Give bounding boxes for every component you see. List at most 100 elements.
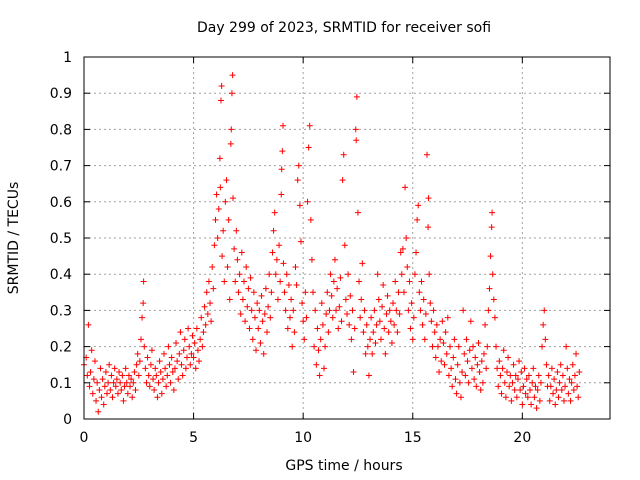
data-point — [273, 256, 280, 263]
y-tick-label: 0.6 — [50, 195, 72, 211]
data-point — [211, 242, 218, 249]
data-point — [218, 82, 225, 89]
data-point — [477, 387, 484, 394]
data-point — [282, 307, 289, 314]
data-point — [568, 379, 575, 386]
chart-title: Day 299 of 2023, SRMTID for receiver sof… — [197, 20, 491, 36]
data-point — [311, 343, 318, 350]
y-tick-label: 0.7 — [50, 159, 72, 175]
data-point — [134, 350, 141, 357]
data-point — [117, 379, 124, 386]
data-point — [463, 336, 470, 343]
data-point — [87, 368, 94, 375]
data-point — [205, 278, 212, 285]
data-point — [470, 343, 477, 350]
data-point — [444, 314, 451, 321]
data-point — [453, 390, 460, 397]
data-point — [502, 394, 509, 401]
data-point — [175, 376, 182, 383]
data-point — [96, 387, 103, 394]
data-point — [291, 329, 298, 336]
data-point — [102, 368, 109, 375]
data-point — [508, 397, 515, 404]
data-point — [125, 372, 132, 379]
data-point — [511, 387, 518, 394]
data-point — [113, 376, 120, 383]
data-point — [217, 97, 224, 104]
data-point — [118, 387, 125, 394]
data-point — [497, 372, 504, 379]
data-point — [93, 397, 100, 404]
data-point — [436, 368, 443, 375]
data-point — [245, 285, 252, 292]
data-point — [379, 303, 386, 310]
data-point — [385, 329, 392, 336]
data-point — [313, 361, 320, 368]
data-point — [250, 289, 257, 296]
data-point — [152, 365, 159, 372]
data-point — [505, 354, 512, 361]
x-tick-label: 10 — [294, 430, 312, 446]
data-point — [349, 307, 356, 314]
data-point — [165, 343, 172, 350]
data-point — [464, 358, 471, 365]
data-point — [441, 361, 448, 368]
data-point — [425, 224, 432, 231]
data-point — [416, 289, 423, 296]
data-point — [509, 379, 516, 386]
data-point — [91, 358, 98, 365]
data-point — [493, 343, 500, 350]
data-point — [574, 383, 581, 390]
data-point — [503, 368, 510, 375]
data-point — [139, 314, 146, 321]
data-point — [196, 358, 203, 365]
data-point — [536, 397, 543, 404]
data-point — [304, 198, 311, 205]
data-point — [431, 329, 438, 336]
data-point — [456, 379, 463, 386]
data-point — [162, 365, 169, 372]
data-point — [387, 318, 394, 325]
data-point — [506, 383, 513, 390]
data-point — [494, 365, 501, 372]
data-point — [413, 249, 420, 256]
data-point — [466, 347, 473, 354]
data-point — [535, 372, 542, 379]
y-axis-title: SRMTID / TECUs — [6, 182, 22, 295]
data-point — [121, 383, 128, 390]
data-point — [527, 387, 534, 394]
data-point — [257, 339, 264, 346]
data-point — [575, 394, 582, 401]
data-point — [110, 379, 117, 386]
data-point — [533, 405, 540, 412]
data-point — [146, 383, 153, 390]
data-point — [88, 347, 95, 354]
data-point — [143, 379, 150, 386]
data-point — [442, 329, 449, 336]
data-point — [104, 390, 111, 397]
data-point — [468, 365, 475, 372]
data-point — [399, 245, 406, 252]
data-point — [198, 314, 205, 321]
data-point — [524, 394, 531, 401]
data-point — [411, 271, 418, 278]
data-point — [268, 289, 275, 296]
data-point — [373, 321, 380, 328]
data-point — [325, 329, 332, 336]
data-point — [132, 387, 139, 394]
data-point — [347, 292, 354, 299]
grid-layer — [84, 57, 610, 419]
data-point — [351, 325, 358, 332]
data-point — [449, 383, 456, 390]
data-point — [98, 394, 105, 401]
data-point — [148, 347, 155, 354]
data-point — [528, 401, 535, 408]
data-point — [220, 227, 227, 234]
data-point — [203, 289, 210, 296]
data-point — [86, 383, 93, 390]
data-point — [231, 245, 238, 252]
data-point — [251, 314, 258, 321]
data-point — [322, 343, 329, 350]
data-point — [554, 368, 561, 375]
